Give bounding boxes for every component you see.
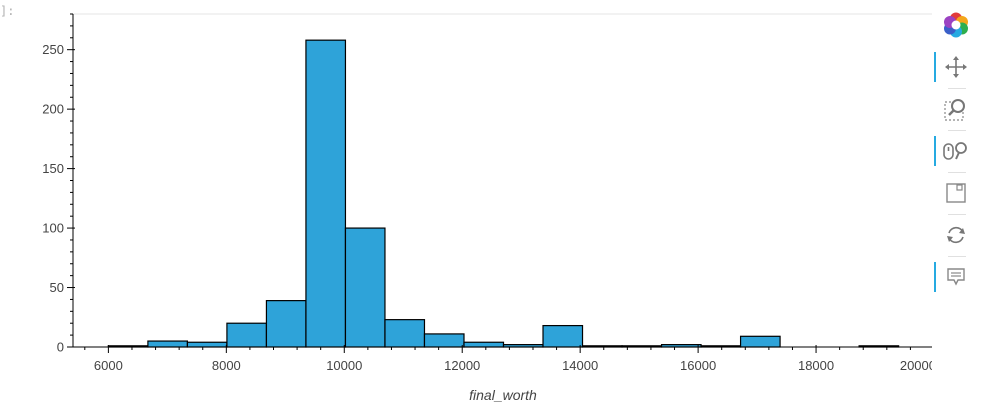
chart-toolbar (934, 8, 978, 308)
x-tick-label: 18000 (798, 358, 834, 373)
reset-icon (947, 226, 965, 244)
x-tick-label: 6000 (94, 358, 123, 373)
y-axis: 0 50 100 150 200 250 (42, 13, 75, 355)
x-tick-label: 10000 (326, 358, 362, 373)
x-tick-label: 8000 (212, 358, 241, 373)
histogram-bar-2 (186, 341, 228, 348)
x-tick-label: 12000 (444, 358, 480, 373)
save-icon (946, 183, 966, 203)
y-tick-label: 50 (50, 280, 64, 295)
histogram-chart: 0 50 100 150 200 250 6000 8000 10000 12000 14000 1… (42, 13, 932, 403)
x-tick-label: 16000 (680, 358, 716, 373)
box-zoom-tool-button[interactable] (934, 92, 978, 126)
x-tick-label: 14000 (562, 358, 598, 373)
x-axis: 6000 8000 10000 12000 14000 16000 18000 20000 (73, 345, 932, 373)
histogram-bar-8 (423, 333, 465, 348)
histogram-bar-4 (265, 300, 307, 348)
pan-tool-button[interactable] (934, 50, 978, 84)
wheel-zoom-icon (943, 142, 967, 160)
histogram-bar-1 (147, 340, 189, 348)
y-tick-label: 150 (42, 161, 64, 176)
reset-tool-button[interactable] (934, 218, 978, 252)
histogram-bar-11 (542, 324, 584, 348)
move-arrows-icon (945, 56, 967, 78)
histogram-bar-9 (463, 341, 505, 348)
histogram-bar-3 (226, 322, 268, 348)
wheel-zoom-tool-button[interactable] (934, 134, 978, 168)
bokeh-logo-icon[interactable] (934, 8, 978, 42)
y-tick-label: 100 (42, 221, 64, 236)
cell-prompt-marker: ]: (0, 4, 15, 18)
save-tool-button[interactable] (934, 176, 978, 210)
histogram-bar-7 (384, 319, 426, 348)
histogram-bar-5 (305, 39, 347, 348)
histogram-bars (107, 39, 900, 348)
y-tick-label: 0 (57, 340, 64, 355)
histogram-bar-16 (739, 335, 781, 348)
y-tick-label: 250 (42, 42, 64, 57)
x-axis-label: final_worth (469, 387, 537, 403)
hover-comment-icon (947, 268, 965, 286)
y-tick-label: 200 (42, 102, 64, 117)
hover-tool-button[interactable] (934, 260, 978, 294)
x-tick-label: 20000 (900, 358, 932, 373)
box-zoom-icon (944, 99, 965, 121)
histogram-bar-6 (344, 227, 386, 348)
plot-frame (72, 13, 932, 348)
